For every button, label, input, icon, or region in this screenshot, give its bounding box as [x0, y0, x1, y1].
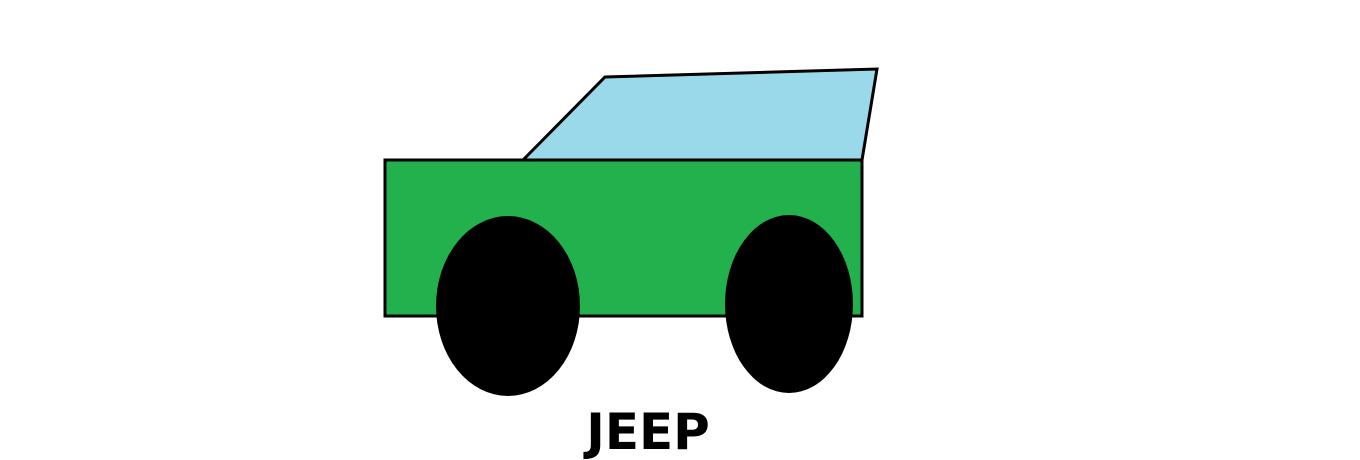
jeep-front-wheel [725, 215, 853, 393]
jeep-rear-wheel [436, 216, 580, 396]
jeep-window [519, 67, 879, 162]
jeep-caption: JEEP [586, 403, 710, 460]
